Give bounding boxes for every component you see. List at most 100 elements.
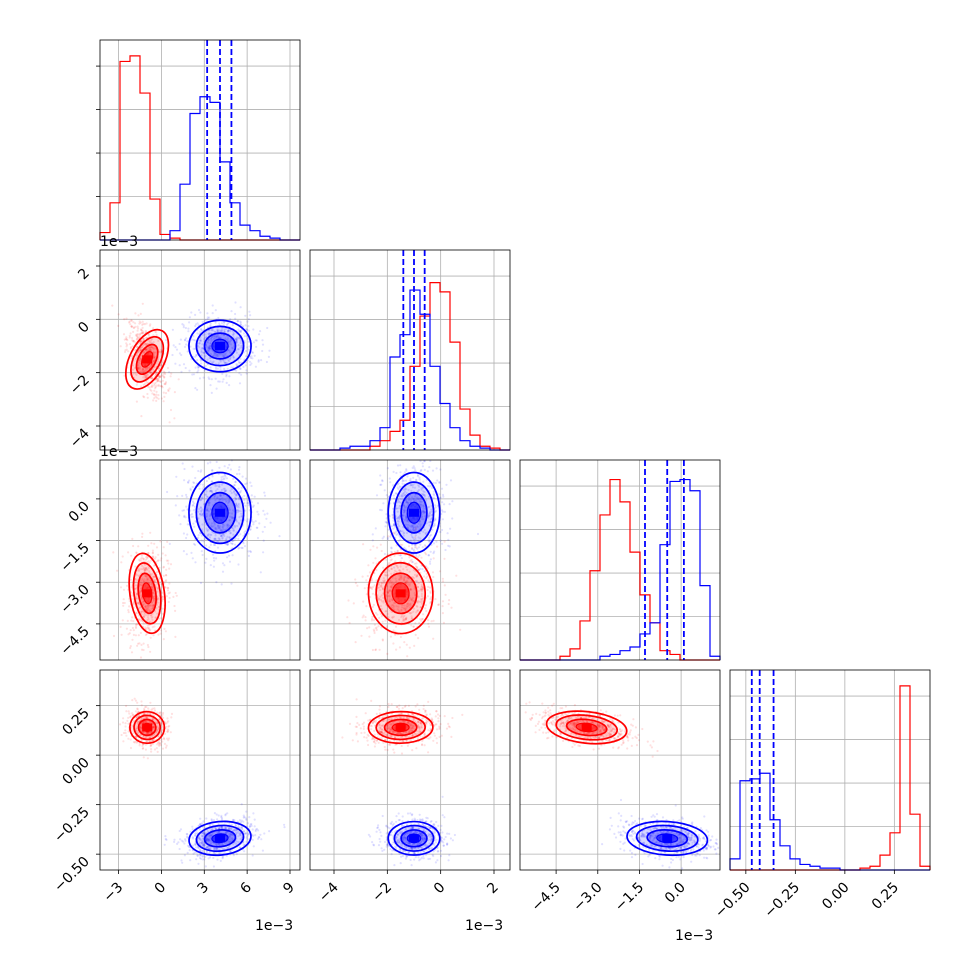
scatter-point [168,371,171,374]
scatter-point [188,369,191,372]
scatter-point [140,347,143,350]
scatter-point [388,477,391,480]
scatter-point [125,338,128,341]
scatter-point [139,367,142,370]
scatter-point [170,372,173,375]
scatter-point [207,332,210,335]
scatter-point [226,556,229,559]
scatter-point [237,547,240,550]
scatter-point [153,382,156,385]
scatter-point [210,391,213,394]
scatter-point [255,339,258,342]
scatter-point [182,532,185,535]
scatter-point [202,376,205,379]
scatter-point [239,367,242,370]
scatter-point [144,748,147,751]
scatter-point [441,501,444,504]
scatter-point [441,600,445,603]
scatter-point [132,326,135,329]
scatter-point [348,621,351,625]
scatter-point [138,334,141,337]
scatter-point [153,347,156,350]
scatter-point [154,330,157,333]
scatter-point [431,571,435,574]
scatter-point [122,740,125,743]
scatter-point [361,575,364,578]
scatter-point [239,321,242,324]
scatter-point [167,388,170,391]
scatter-point [197,469,200,473]
scatter-point [217,316,220,320]
scatter-point [141,346,144,349]
scatter-point [443,510,446,513]
scatter-point [245,349,248,353]
scatter-point [182,326,185,329]
scatter-point [160,385,163,388]
scatter-point [206,462,209,465]
scatter-point [167,600,170,604]
scatter-point [152,341,155,344]
scatter-point [136,335,139,338]
scatter-point [250,362,253,365]
scatter-point [429,562,432,565]
scatter-point [432,552,435,555]
scatter-point [240,803,243,806]
scatter-point [134,372,137,375]
scatter-point [439,468,442,471]
scatter-point [123,350,127,354]
scatter-point [119,625,122,629]
scatter-point [137,367,140,370]
scatter-point [159,351,162,354]
scatter-point [265,360,268,364]
scatter-point [164,392,168,395]
scatter-point [126,339,129,342]
scatter-point [362,543,365,546]
scatter-point [149,349,152,352]
scatter-point [149,348,152,351]
scatter-point [197,308,201,312]
scatter-point [145,348,148,351]
scatter-point [150,338,153,342]
scatter-point [444,548,447,552]
scatter-point [194,366,197,369]
scatter-point [168,387,171,390]
scatter-point [441,528,444,532]
scatter-point [141,345,144,348]
scatter-point [366,574,369,578]
scatter-point [239,306,242,309]
scatter-point [167,720,170,723]
scatter-point [166,490,169,494]
scatter-point [141,535,144,539]
scatter-point [443,557,446,560]
scatter-point [149,323,152,326]
scatter-point [164,381,168,384]
scatter-point [138,642,141,645]
scatter-point [249,550,252,553]
scatter-point [125,336,128,339]
scatter-point [140,370,143,373]
scatter-point [148,347,151,350]
scatter-point [128,632,131,635]
scatter-point [181,494,184,497]
scatter-point [140,331,144,334]
scatter-point [228,560,232,563]
scatter-point [200,351,203,354]
scatter-point [167,725,170,728]
scatter-point [208,377,211,381]
scatter-point [216,330,220,333]
scatter-point [230,339,233,342]
scatter-point [245,335,248,338]
scatter-point [447,544,450,547]
scatter-point [153,351,156,354]
scatter-point [133,326,136,330]
scatter-point [222,360,225,363]
scatter-point [132,544,135,548]
scatter-point [436,479,439,482]
scatter-point [196,371,199,374]
scatter-point [444,593,447,596]
scatter-point [247,340,250,343]
scatter-point [158,375,162,378]
scatter-point [262,551,265,554]
scatter-point [148,334,151,337]
scatter-point [150,377,153,380]
